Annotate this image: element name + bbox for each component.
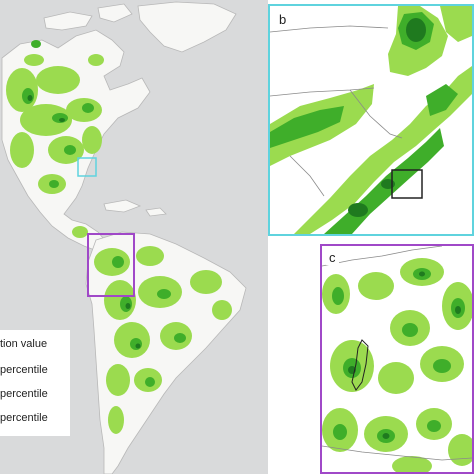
map-panel-inset-b: b xyxy=(268,4,474,236)
detail-locator-box xyxy=(391,169,423,199)
vegetation-anomaly-areas xyxy=(6,40,232,434)
arctic-islands xyxy=(43,3,133,31)
panel-label-b: b xyxy=(276,12,290,27)
inset-c-locator-box xyxy=(87,233,135,297)
legend: tion value percentile percentile percent… xyxy=(0,330,70,436)
vegetation-band-light xyxy=(294,66,472,234)
inset-b-locator-box xyxy=(77,157,97,177)
region-outline xyxy=(351,339,369,391)
inset-b-map xyxy=(270,6,472,234)
vegetation-core-dark xyxy=(406,18,426,42)
map-panel-inset-c: c xyxy=(320,244,474,474)
caribbean-islands xyxy=(103,199,167,217)
map-panel-americas: tion value percentile percentile percent… xyxy=(0,0,268,474)
legend-title: tion value xyxy=(0,338,48,350)
country-boundary-line xyxy=(322,246,472,461)
americas-map xyxy=(1,1,247,474)
vegetation-band-mid xyxy=(270,106,344,148)
vegetation-band-mid xyxy=(426,84,458,116)
legend-item-label: percentile xyxy=(0,388,48,400)
vegetation-core-dark xyxy=(348,203,368,217)
inset-c-map xyxy=(322,246,472,472)
panel-label-c: c xyxy=(326,250,339,265)
greenland-land xyxy=(137,1,237,53)
legend-item-label: percentile xyxy=(0,412,48,424)
vegetation-core-dark xyxy=(381,179,395,189)
legend-item-label: percentile xyxy=(0,364,48,376)
state-boundary-line xyxy=(270,25,403,197)
vegetation-band-light xyxy=(440,6,472,42)
